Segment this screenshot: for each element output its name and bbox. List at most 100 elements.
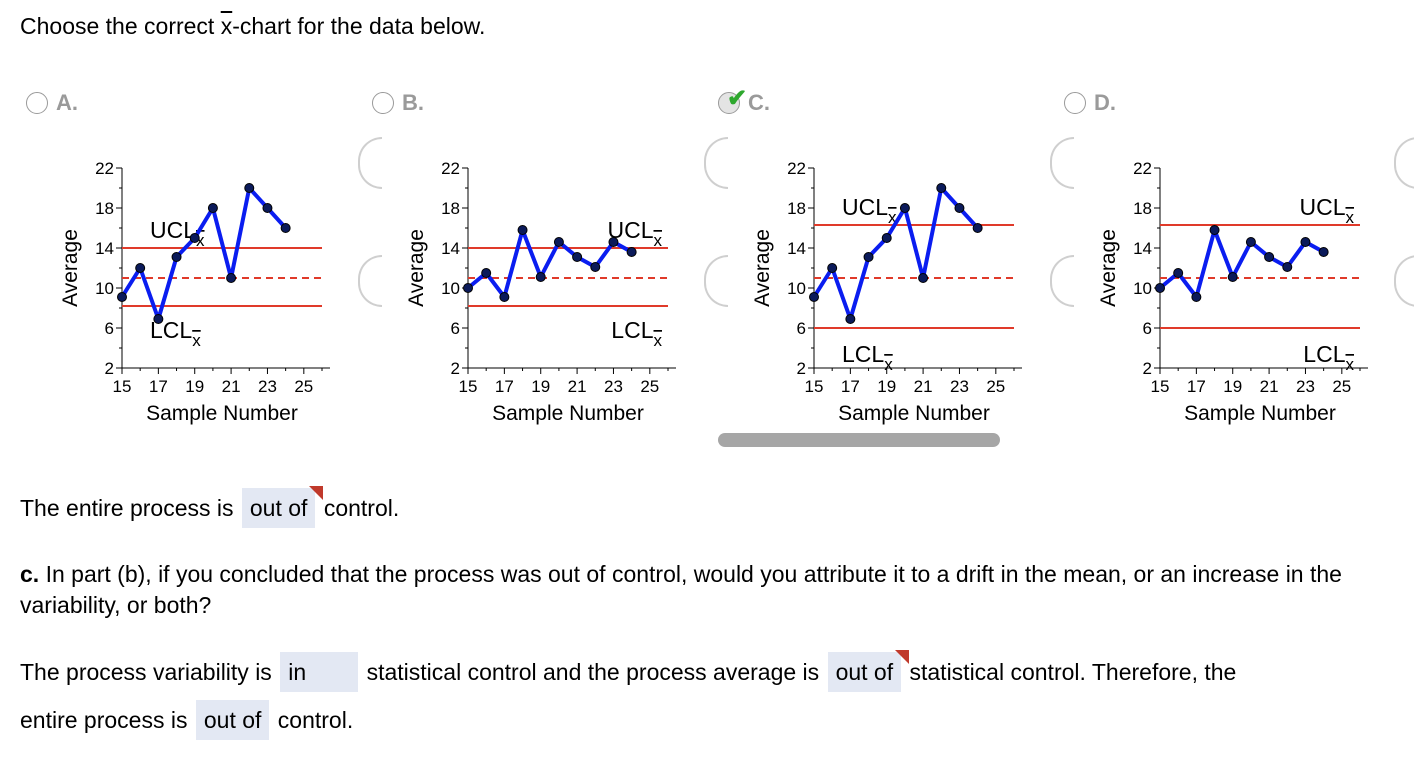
y-axis-label: Average [405, 229, 428, 307]
y-tick-label: 10 [1133, 279, 1152, 298]
radio-a[interactable] [26, 92, 48, 114]
y-tick-label: 22 [441, 159, 460, 178]
y-tick-label: 22 [95, 159, 114, 178]
chart-scroll-edge[interactable] [1394, 255, 1414, 307]
y-axis-label: Average [59, 229, 82, 307]
x-tick-label: 19 [877, 377, 896, 396]
data-point [207, 203, 218, 213]
radio-c[interactable]: ✔ [718, 85, 747, 114]
x-tick-label: 23 [604, 377, 623, 396]
option-d[interactable]: D. [1064, 88, 1116, 118]
data-point [590, 262, 601, 272]
answer-box-entire-process[interactable]: out of [195, 700, 270, 740]
question-title: Choose the correct x-chart for the data … [20, 13, 486, 39]
data-point [153, 314, 164, 324]
chart-d-svg: 22 18 14 10 6 215 17 19 21 23 25 Sample Number Avera… [1097, 159, 1368, 425]
radio-d[interactable] [1064, 92, 1086, 114]
y-tick-label: 10 [95, 279, 114, 298]
x-tick-label: 25 [986, 377, 1005, 396]
option-c[interactable]: ✔ C. [718, 85, 770, 118]
lcl-label: LCLx [611, 317, 662, 350]
series-line [812, 186, 980, 321]
y-tick-label: 14 [441, 239, 460, 258]
x-tick-label: 17 [495, 377, 514, 396]
y-tick-label: 14 [1133, 239, 1152, 258]
y-tick-label: 18 [1133, 199, 1152, 218]
data-point [608, 237, 619, 247]
chart-scroll-edge[interactable] [1050, 137, 1074, 189]
chart-scroll-edge[interactable] [704, 137, 728, 189]
chart-scroll-edge[interactable] [1050, 255, 1074, 307]
part-c-answer-line-1: The process variability is in statistica… [20, 650, 1236, 692]
y-tick-label: 6 [1143, 319, 1152, 338]
part-c-question: c. In part (b), if you concluded that th… [20, 561, 1342, 618]
checkmark-icon: ✔ [727, 85, 748, 112]
data-point [1227, 272, 1238, 282]
series-line [466, 228, 633, 299]
horizontal-scrollbar[interactable] [718, 433, 1000, 447]
answer-box-variability[interactable]: in [280, 652, 359, 692]
x-axis-label: Sample Number [1184, 402, 1336, 425]
data-point [535, 272, 546, 282]
chart-scroll-edge[interactable] [1394, 137, 1414, 189]
x-tick-label: 25 [640, 377, 659, 396]
chart-a: 22 18 14 10 6 2 15 17 19 21 23 25 Sample Number Avera… [52, 148, 352, 443]
data-point [863, 252, 874, 262]
x-tick-label: 21 [568, 377, 587, 396]
data-point [117, 292, 127, 302]
data-point [171, 252, 182, 262]
x-tick-label: 19 [185, 377, 204, 396]
series-line [1158, 228, 1325, 299]
data-point [135, 263, 146, 273]
part-c-answer-line-2: entire process is out of control. [20, 700, 353, 740]
x-tick-label: 23 [258, 377, 277, 396]
y-tick-label: 6 [105, 319, 114, 338]
data-point [553, 237, 564, 247]
x-tick-label: 17 [1187, 377, 1206, 396]
x-tick-label: 23 [950, 377, 969, 396]
radio-b[interactable] [372, 92, 394, 114]
y-tick-label: 10 [441, 279, 460, 298]
option-a[interactable]: A. [26, 88, 78, 118]
y-tick-label: 2 [1143, 359, 1152, 378]
y-tick-label: 2 [797, 359, 806, 378]
x-tick-label: 23 [1296, 377, 1315, 396]
y-axis-label: Average [751, 229, 774, 307]
y-tick-label: 18 [441, 199, 460, 218]
y-tick-label: 6 [797, 319, 806, 338]
option-letter: A. [56, 90, 78, 115]
data-point [1264, 252, 1275, 262]
y-tick-label: 2 [451, 359, 460, 378]
data-point [572, 252, 583, 262]
y-axis-label: Average [1097, 229, 1120, 307]
data-point [918, 273, 929, 283]
part-b-answer-line: The entire process is out of control. [20, 486, 399, 528]
x-tick-label: 15 [1151, 377, 1170, 396]
option-letter: C. [748, 90, 770, 115]
answer-box-average[interactable]: out of [827, 650, 909, 692]
data-point [1191, 292, 1202, 302]
answer-box-out-of[interactable]: out of [241, 486, 323, 528]
x-tick-label: 19 [531, 377, 550, 396]
data-point [1318, 247, 1329, 257]
ucl-label: UCLx [1299, 194, 1354, 227]
data-point [1245, 237, 1256, 247]
option-letter: D. [1094, 90, 1116, 115]
y-tick-label: 14 [95, 239, 114, 258]
data-point [499, 292, 510, 302]
chart-scroll-edge[interactable] [704, 255, 728, 307]
lcl-label: LCLx [1303, 341, 1354, 374]
option-b[interactable]: B. [372, 88, 424, 118]
chart-scroll-edge[interactable] [358, 255, 382, 307]
data-point [809, 292, 819, 302]
chart-scroll-edge[interactable] [358, 137, 382, 189]
x-tick-label: 21 [914, 377, 933, 396]
data-point [954, 203, 965, 213]
data-point [1282, 262, 1293, 272]
x-axis-label: Sample Number [838, 402, 990, 425]
ucl-label: UCLx [150, 217, 205, 250]
x-tick-label: 17 [841, 377, 860, 396]
x-tick-label: 15 [459, 377, 478, 396]
data-point [1209, 225, 1220, 235]
xbar-symbol: x [220, 13, 233, 39]
